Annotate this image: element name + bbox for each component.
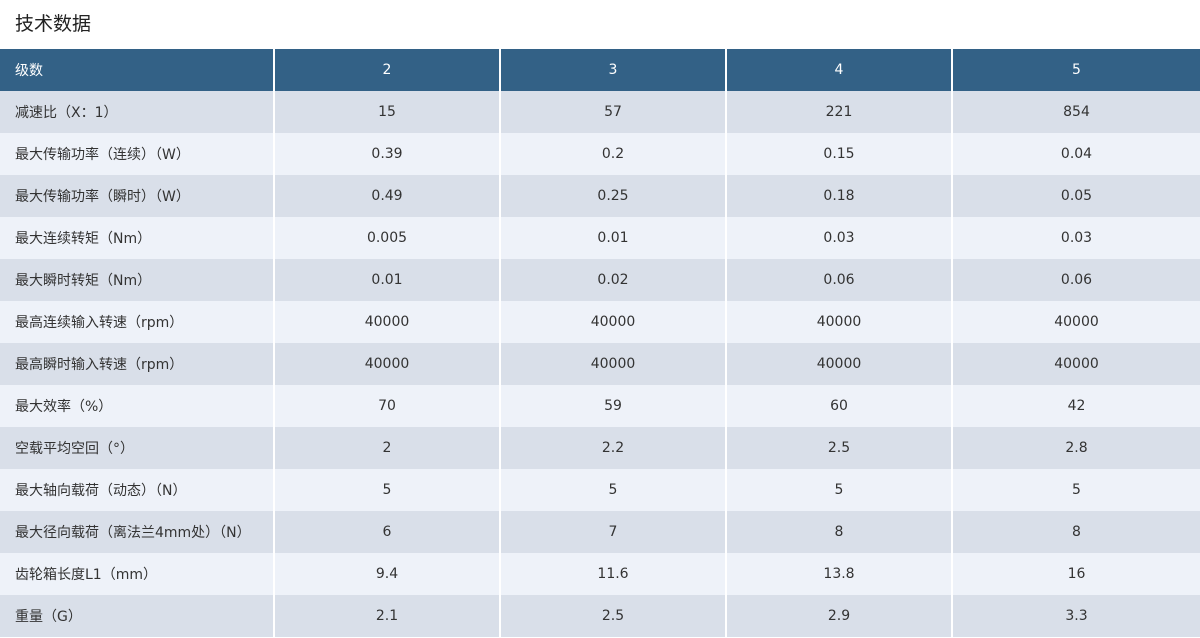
table-row: 最大轴向载荷（动态）（N） 5 5 5 5 [0,469,1200,511]
cell-value: 5 [951,469,1200,511]
cell-value: 0.15 [725,133,952,175]
cell-value: 40000 [499,343,726,385]
cell-value: 42 [951,385,1200,427]
cell-value: 57 [499,91,726,133]
cell-value: 40000 [951,343,1200,385]
cell-value: 8 [725,511,952,553]
header-stage: 5 [951,49,1200,91]
cell-value: 8 [951,511,1200,553]
cell-value: 0.03 [725,217,952,259]
cell-value: 6 [273,511,500,553]
cell-value: 0.02 [499,259,726,301]
table-row: 空载平均空回（°） 2 2.2 2.5 2.8 [0,427,1200,469]
table-row: 最高连续输入转速（rpm） 40000 40000 40000 40000 [0,301,1200,343]
cell-value: 2.1 [273,595,500,637]
header-stage: 4 [725,49,952,91]
table-row: 最大瞬时转矩（Nm） 0.01 0.02 0.06 0.06 [0,259,1200,301]
cell-value: 2.5 [499,595,726,637]
cell-value: 0.25 [499,175,726,217]
cell-value: 70 [273,385,500,427]
row-label: 最大传输功率（瞬时）（W） [15,189,190,205]
cell-value: 15 [273,91,500,133]
cell-value: 9.4 [273,553,500,595]
row-label: 最高连续输入转速（rpm） [15,315,184,331]
cell-value: 2 [273,427,500,469]
cell-value: 5 [725,469,952,511]
table-row: 最大效率（%） 70 59 60 42 [0,385,1200,427]
cell-value: 0.49 [273,175,500,217]
cell-value: 221 [725,91,952,133]
row-label: 最大效率（%） [15,399,113,415]
cell-value: 5 [273,469,500,511]
cell-value: 0.06 [951,259,1200,301]
cell-value: 0.39 [273,133,500,175]
cell-value: 60 [725,385,952,427]
header-label: 级数 [15,63,43,79]
cell-value: 2.5 [725,427,952,469]
cell-value: 2.9 [725,595,952,637]
cell-value: 40000 [273,301,500,343]
cell-value: 16 [951,553,1200,595]
table-row: 齿轮箱长度L1（mm） 9.4 11.6 13.8 16 [0,553,1200,595]
table-row: 减速比（X：1） 15 57 221 854 [0,91,1200,133]
cell-value: 0.005 [273,217,500,259]
table-row: 最大连续转矩（Nm） 0.005 0.01 0.03 0.03 [0,217,1200,259]
tech-data-table: 级数 2 3 4 5 减速比（X：1） 15 57 221 854 最大传输功率（连续）（W） 0.… [0,49,1200,637]
cell-value: 7 [499,511,726,553]
cell-value: 3.3 [951,595,1200,637]
cell-value: 13.8 [725,553,952,595]
table-row: 最高瞬时输入转速（rpm） 40000 40000 40000 40000 [0,343,1200,385]
row-label: 最大径向载荷（离法兰4mm处）（N） [15,525,251,541]
cell-value: 0.01 [499,217,726,259]
cell-value: 854 [951,91,1200,133]
cell-value: 40000 [725,343,952,385]
row-label: 齿轮箱长度L1（mm） [15,567,157,583]
cell-value: 2.2 [499,427,726,469]
cell-value: 0.04 [951,133,1200,175]
header-stage: 3 [499,49,726,91]
table-header-row: 级数 2 3 4 5 [0,49,1200,91]
cell-value: 5 [499,469,726,511]
row-label: 最大瞬时转矩（Nm） [15,273,152,289]
table-row: 最大径向载荷（离法兰4mm处）（N） 6 7 8 8 [0,511,1200,553]
row-label: 最大传输功率（连续）（W） [15,147,190,163]
table-row: 重量（G） 2.1 2.5 2.9 3.3 [0,595,1200,637]
cell-value: 40000 [725,301,952,343]
header-stage: 2 [273,49,500,91]
table-row: 最大传输功率（连续）（W） 0.39 0.2 0.15 0.04 [0,133,1200,175]
row-label: 空载平均空回（°） [15,441,134,457]
table-row: 最大传输功率（瞬时）（W） 0.49 0.25 0.18 0.05 [0,175,1200,217]
cell-value: 0.03 [951,217,1200,259]
row-label: 最大连续转矩（Nm） [15,231,152,247]
cell-value: 0.18 [725,175,952,217]
row-label: 最大轴向载荷（动态）（N） [15,483,187,499]
cell-value: 59 [499,385,726,427]
cell-value: 0.01 [273,259,500,301]
cell-value: 40000 [499,301,726,343]
cell-value: 0.06 [725,259,952,301]
row-label: 重量（G） [15,609,82,625]
row-label: 最高瞬时输入转速（rpm） [15,357,184,373]
cell-value: 0.05 [951,175,1200,217]
cell-value: 0.2 [499,133,726,175]
cell-value: 2.8 [951,427,1200,469]
cell-value: 40000 [273,343,500,385]
page-title: 技术数据 [15,13,92,35]
cell-value: 11.6 [499,553,726,595]
row-label: 减速比（X：1） [15,105,118,121]
cell-value: 40000 [951,301,1200,343]
